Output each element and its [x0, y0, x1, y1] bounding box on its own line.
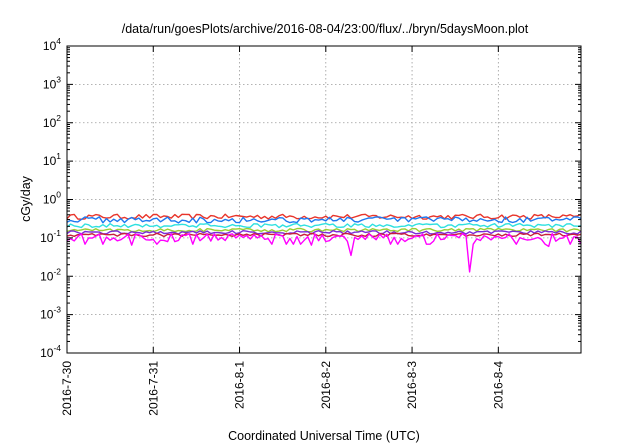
y-tick-label: 101 [43, 151, 61, 168]
x-tick-labels: 2016-7-30 2016-7-31 2016-8-1 2016-8-2 2016-8… [60, 361, 505, 416]
series-line [66, 232, 582, 273]
series-line [66, 216, 582, 224]
x-tick-label: 2016-8-4 [491, 361, 505, 409]
y-tick-label: 10-2 [40, 266, 61, 283]
x-tick-label: 2016-8-1 [233, 361, 247, 409]
y-tick-label: 10-3 [40, 305, 61, 322]
y-tick-label: 102 [43, 113, 61, 130]
series-line [66, 230, 582, 235]
y-tick-label: 100 [43, 190, 61, 207]
series-line [66, 232, 582, 238]
y-tick-label: 104 [43, 36, 61, 53]
y-tick-labels: 10-4 10-3 10-2 10-1 100 101 102 103 104 [40, 36, 61, 360]
x-tick-label: 2016-7-31 [146, 361, 160, 416]
y-tick-label: 10-4 [40, 343, 61, 360]
series-line [66, 213, 582, 220]
x-tick-label: 2016-7-30 [60, 361, 74, 416]
chart-title: /data/run/goesPlots/archive/2016-08-04/2… [122, 22, 529, 36]
series-line [66, 222, 582, 229]
x-tick-label: 2016-8-2 [319, 361, 333, 409]
grid [67, 46, 581, 353]
ticks [66, 45, 581, 354]
series-group [66, 213, 582, 273]
x-axis-label: Coordinated Universal Time (UTC) [228, 429, 420, 443]
y-tick-label: 103 [43, 74, 61, 91]
x-tick-label: 2016-8-3 [405, 361, 419, 409]
y-tick-label: 10-1 [40, 228, 61, 245]
y-axis-label: cGy/day [19, 175, 33, 222]
